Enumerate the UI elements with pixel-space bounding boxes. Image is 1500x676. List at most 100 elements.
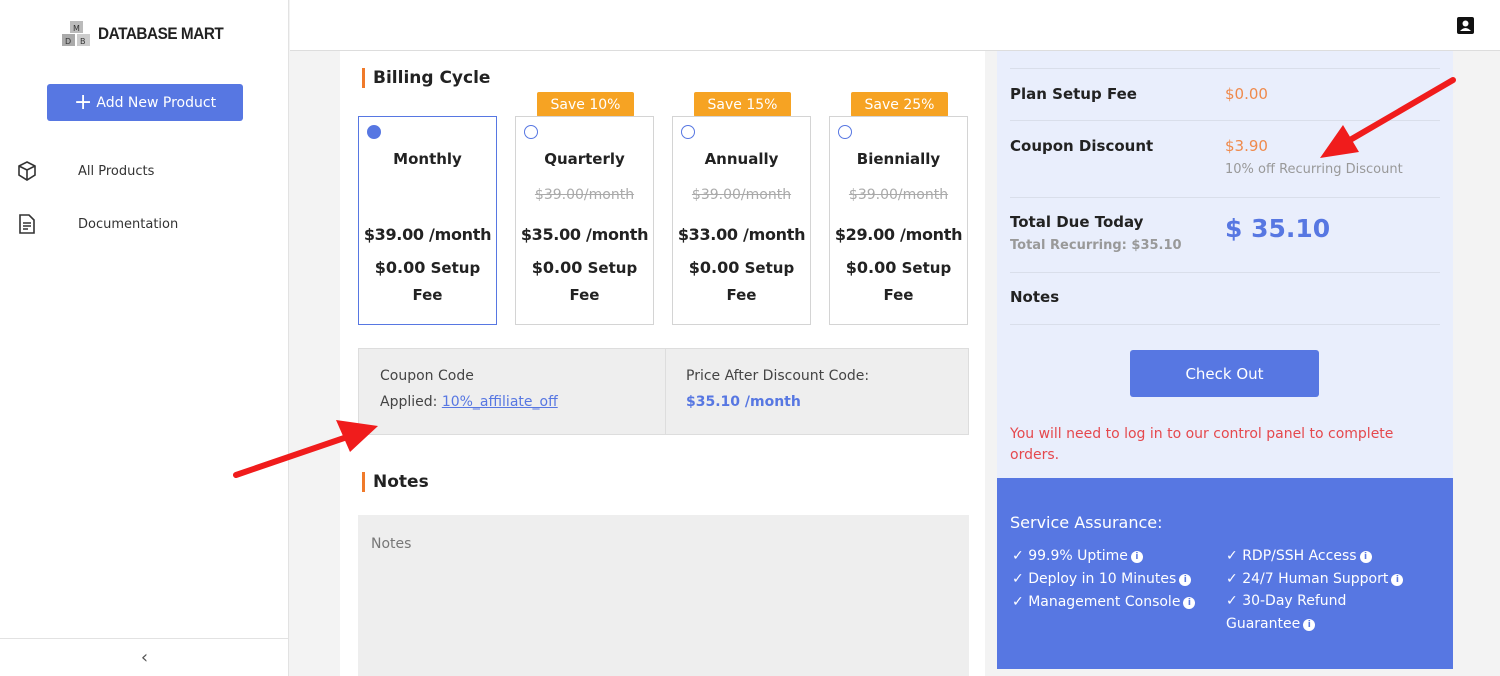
assurance-item: ✓ Management Console i bbox=[1012, 594, 1196, 610]
setup-label: Setup Fee bbox=[726, 259, 795, 304]
info-icon[interactable]: i bbox=[1391, 574, 1404, 586]
setup-amount: $0.00 bbox=[531, 258, 583, 277]
assurance-text: Management Console bbox=[1028, 594, 1181, 610]
login-warning: You will need to log in to our control p… bbox=[1010, 426, 1394, 463]
setup-fee-label: Plan Setup Fee bbox=[1010, 85, 1137, 103]
notes-heading: Notes bbox=[362, 472, 429, 492]
info-icon[interactable]: i bbox=[1130, 551, 1143, 563]
assurance-item: ✓ 99.9% Uptime i bbox=[1012, 548, 1143, 564]
coupon-code-link[interactable]: 10%_affiliate_off bbox=[441, 394, 558, 410]
billing-option-annually[interactable]: Annually $39.00/month $33.00 /month $0.0… bbox=[672, 116, 811, 325]
coupon-discount-label: Coupon Discount bbox=[1010, 137, 1154, 155]
setup-amount: $0.00 bbox=[845, 258, 897, 277]
logo-text: DATABASE MART bbox=[98, 24, 224, 43]
option-name: Annually bbox=[704, 150, 779, 168]
option-setup-fee: $0.00 Setup Fee bbox=[830, 254, 967, 309]
notes-textarea[interactable]: Notes bbox=[358, 515, 969, 676]
original-price: $39.00/month bbox=[848, 187, 949, 203]
info-icon[interactable]: i bbox=[1359, 551, 1372, 563]
order-summary: Plan Setup Fee $0.00 Coupon Discount $3.… bbox=[997, 51, 1453, 478]
billing-option-biennially[interactable]: Biennially $39.00/month $29.00 /month $0… bbox=[829, 116, 968, 325]
user-icon[interactable] bbox=[1457, 17, 1474, 34]
sidebar-item-label: All Products bbox=[78, 163, 155, 179]
option-name: Biennially bbox=[856, 150, 941, 168]
assurance-text: Deploy in 10 Minutes bbox=[1028, 571, 1177, 587]
option-name: Quarterly bbox=[544, 150, 625, 168]
option-price: $29.00 /month bbox=[834, 225, 963, 244]
option-setup-fee: $0.00 Setup Fee bbox=[359, 254, 496, 309]
total-due-label: Total Due Today bbox=[1010, 213, 1144, 231]
option-price: $33.00 /month bbox=[677, 225, 806, 244]
total-due-value: $ 35.10 bbox=[1225, 214, 1331, 243]
assurance-text: 99.9% Uptime bbox=[1028, 548, 1128, 564]
info-icon[interactable]: i bbox=[1303, 619, 1316, 631]
notes-row: Notes bbox=[1010, 272, 1440, 325]
applied-label: Applied: bbox=[380, 394, 438, 410]
price-after-discount-label: Price After Discount Code: bbox=[686, 368, 870, 384]
collapse-sidebar-button[interactable]: ‹ bbox=[0, 638, 289, 676]
option-name: Monthly bbox=[393, 150, 462, 168]
option-setup-fee: $0.00 Setup Fee bbox=[673, 254, 810, 309]
assurance-text: 24/7 Human Support bbox=[1242, 571, 1389, 587]
total-recurring: Total Recurring: $35.10 bbox=[1010, 238, 1182, 253]
radio-button[interactable] bbox=[681, 125, 695, 139]
coupon-label: Coupon Code bbox=[380, 368, 474, 384]
billing-cycle-heading: Billing Cycle bbox=[362, 68, 490, 88]
save-badge: Save 15% bbox=[694, 92, 791, 117]
coupon-applied: Applied: 10%_affiliate_off bbox=[380, 394, 558, 410]
save-badge: Save 25% bbox=[851, 92, 948, 117]
assurance-text: RDP/SSH Access bbox=[1242, 548, 1357, 564]
billing-option-quarterly[interactable]: Quarterly $39.00/month $35.00 /month $0.… bbox=[515, 116, 654, 325]
document-icon bbox=[19, 214, 35, 234]
option-setup-fee: $0.00 Setup Fee bbox=[516, 254, 653, 309]
setup-amount: $0.00 bbox=[374, 258, 426, 277]
radio-button[interactable] bbox=[367, 125, 381, 139]
radio-button[interactable] bbox=[838, 125, 852, 139]
radio-button[interactable] bbox=[524, 125, 538, 139]
assurance-item: ✓ Deploy in 10 Minutes i bbox=[1012, 571, 1192, 587]
sidebar-item-documentation[interactable]: Documentation bbox=[16, 213, 286, 235]
setup-label: Setup Fee bbox=[412, 259, 481, 304]
coupon-discount-value: $3.90 bbox=[1225, 137, 1268, 155]
svg-text:M: M bbox=[73, 24, 80, 33]
option-price: $39.00 /month bbox=[363, 225, 492, 244]
info-icon[interactable]: i bbox=[1179, 574, 1192, 586]
sidebar-item-label: Documentation bbox=[78, 216, 179, 232]
setup-fee-row: Plan Setup Fee $0.00 bbox=[1010, 68, 1440, 120]
assurance-item: ✓ 30-Day Refund Guarantee i bbox=[1226, 593, 1347, 632]
total-row: Total Due Today Total Recurring: $35.10 … bbox=[1010, 197, 1440, 272]
check-out-button[interactable]: Check Out bbox=[1130, 350, 1319, 397]
add-new-product-button[interactable]: + Add New Product bbox=[47, 84, 243, 121]
setup-fee-value: $0.00 bbox=[1225, 85, 1268, 103]
option-price: $35.00 /month bbox=[520, 225, 649, 244]
service-assurance-title: Service Assurance: bbox=[1010, 513, 1163, 532]
plus-icon: + bbox=[73, 89, 93, 115]
add-new-product-label: Add New Product bbox=[96, 94, 217, 111]
assurance-item: ✓ 24/7 Human Support i bbox=[1226, 571, 1404, 587]
original-price: $39.00/month bbox=[534, 187, 635, 203]
price-after-discount-value: $35.10 /month bbox=[686, 394, 801, 410]
logo-cubes-icon: MD B bbox=[62, 21, 90, 46]
box-icon bbox=[18, 161, 36, 181]
topbar bbox=[290, 0, 1500, 51]
coupon-discount-row: Coupon Discount $3.90 10% off Recurring … bbox=[1010, 120, 1440, 197]
service-assurance: Service Assurance: ✓ 99.9% Uptime i ✓ Dep… bbox=[997, 478, 1453, 669]
divider bbox=[665, 349, 666, 434]
sidebar-item-all-products[interactable]: All Products bbox=[16, 160, 286, 182]
setup-label: Setup Fee bbox=[883, 259, 952, 304]
chevron-left-icon: ‹ bbox=[140, 647, 149, 668]
svg-text:D: D bbox=[65, 37, 71, 46]
svg-text:B: B bbox=[80, 37, 86, 46]
save-badge: Save 10% bbox=[537, 92, 634, 117]
assurance-item: ✓ RDP/SSH Access i bbox=[1226, 548, 1372, 564]
notes-label: Notes bbox=[1010, 288, 1060, 306]
info-icon[interactable]: i bbox=[1183, 597, 1196, 609]
coupon-box: Coupon Code Applied: 10%_affiliate_off P… bbox=[358, 348, 969, 435]
original-price: $39.00/month bbox=[691, 187, 792, 203]
billing-option-monthly[interactable]: Monthly $39.00 /month $0.00 Setup Fee bbox=[358, 116, 497, 325]
assurance-text: 30-Day Refund Guarantee bbox=[1226, 593, 1347, 632]
setup-amount: $0.00 bbox=[688, 258, 740, 277]
setup-label: Setup Fee bbox=[569, 259, 638, 304]
